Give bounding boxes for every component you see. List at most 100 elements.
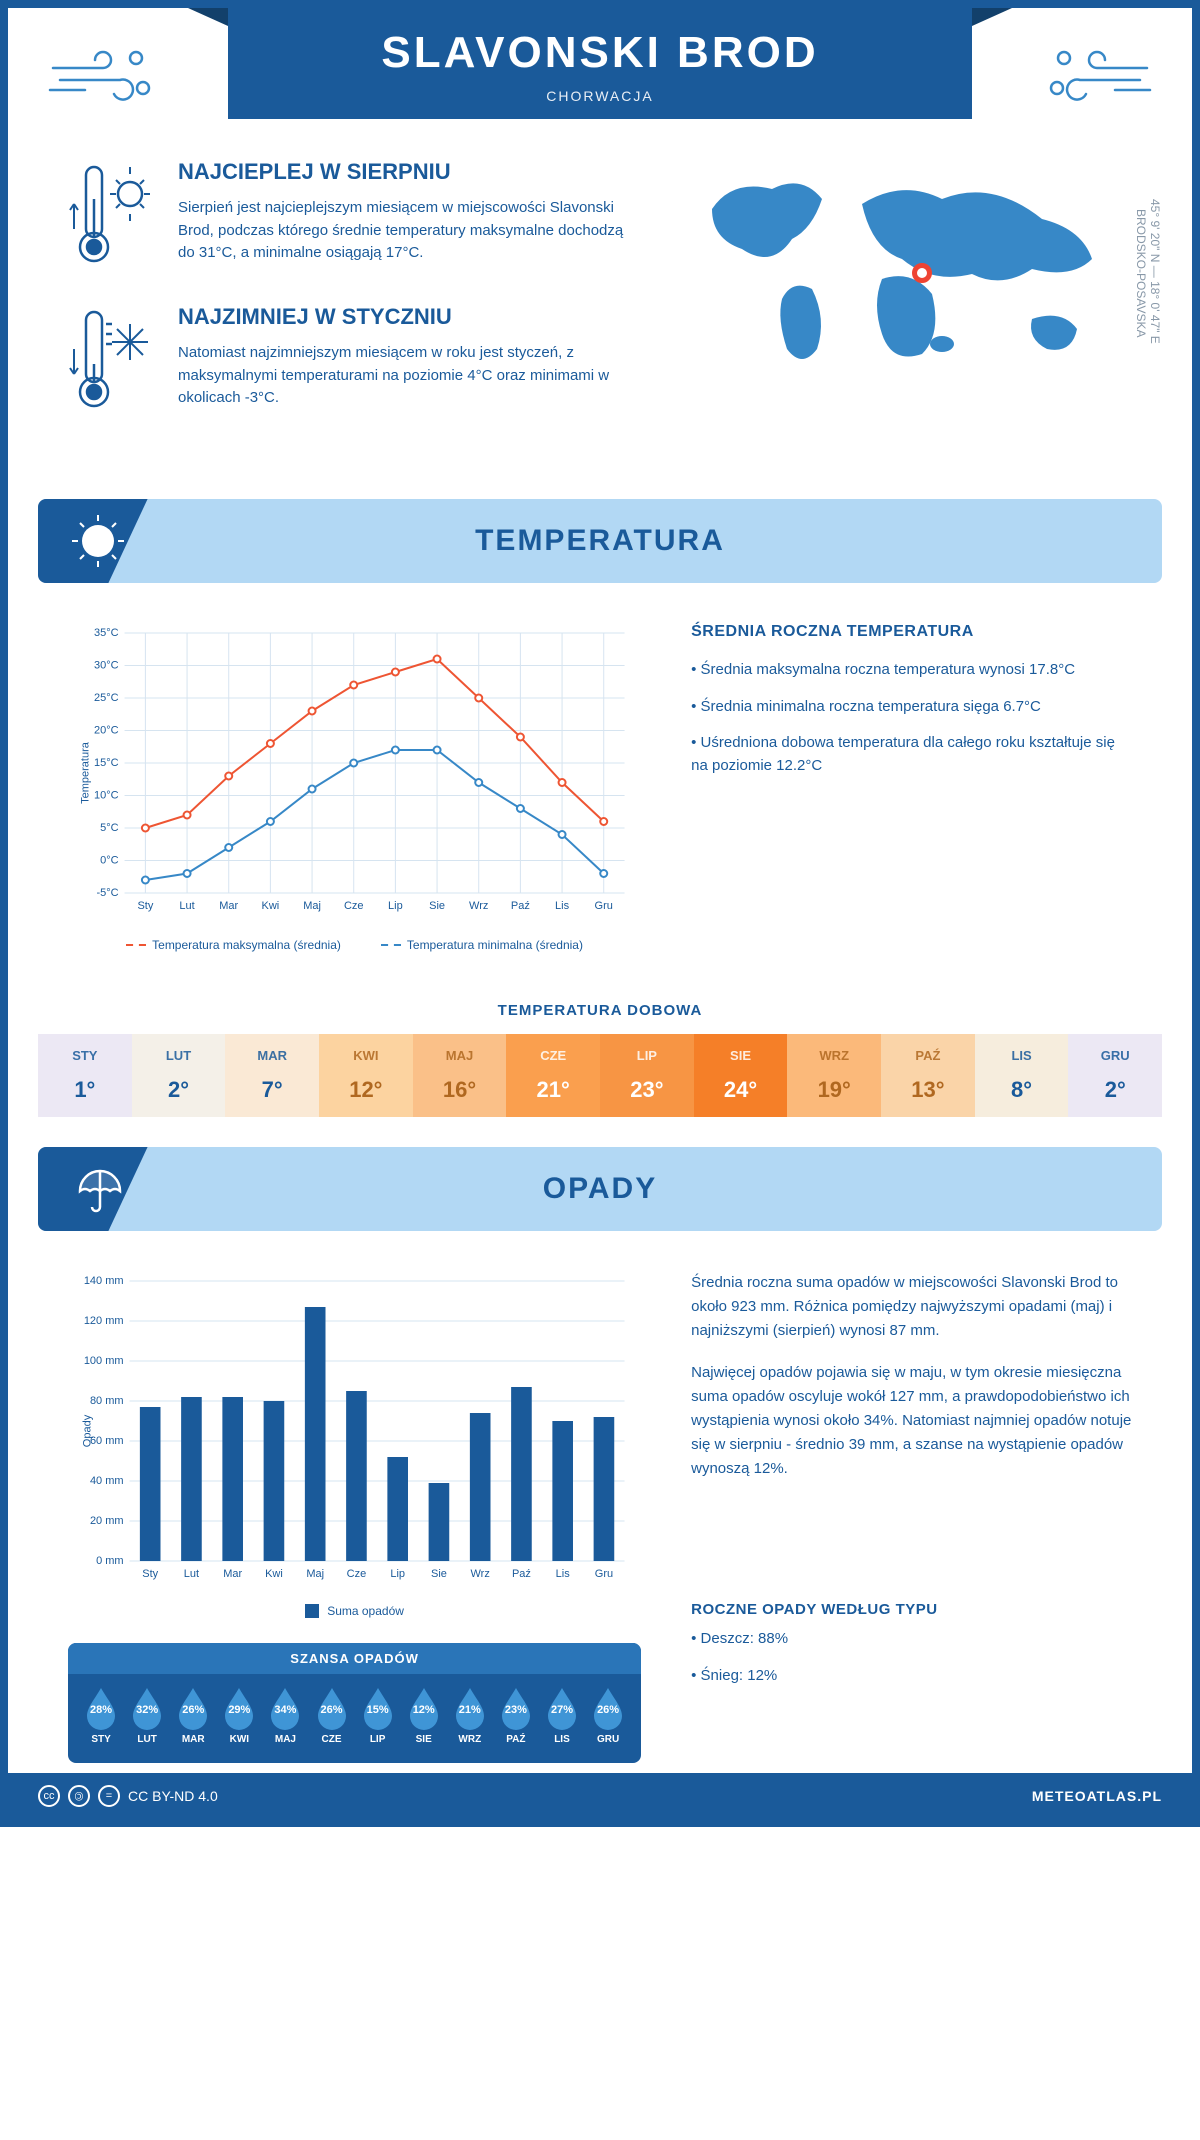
map-pin-icon bbox=[912, 263, 932, 283]
chance-drop: 34% MAJ bbox=[262, 1686, 308, 1745]
precipitation-section-header: OPADY bbox=[38, 1147, 1162, 1231]
chance-drop: 21% WRZ bbox=[447, 1686, 493, 1745]
temperature-line-chart: -5°C 0°C 5°C 10°C 15°C 20°C 25°C 30°C 35°C Sty Lut… bbox=[68, 623, 641, 952]
svg-text:Sie: Sie bbox=[431, 1568, 447, 1580]
daily-temp-cell: KWI 12° bbox=[319, 1034, 413, 1117]
world-map: 45° 9' 20" N — 18° 0' 47" E BRODSKO-POSA… bbox=[682, 159, 1132, 449]
intro-section: NAJCIEPLEJ W SIERPNIU Sierpień jest najc… bbox=[8, 119, 1192, 479]
svg-text:100 mm: 100 mm bbox=[84, 1355, 124, 1367]
daily-temp-cell: LIS 8° bbox=[975, 1034, 1069, 1117]
precipitation-text: Średnia roczna suma opadów w miejscowośc… bbox=[691, 1271, 1132, 1481]
svg-text:Sie: Sie bbox=[429, 900, 445, 912]
svg-text:Wrz: Wrz bbox=[469, 900, 488, 912]
page: SLAVONSKI BROD CHORWACJA NAJCIEPLEJ W SI… bbox=[0, 0, 1200, 1827]
chance-drop: 26% CZE bbox=[308, 1686, 354, 1745]
svg-text:0°C: 0°C bbox=[100, 855, 119, 867]
wind-icon bbox=[48, 38, 158, 120]
svg-text:Lis: Lis bbox=[555, 900, 570, 912]
svg-text:Mar: Mar bbox=[219, 900, 238, 912]
daily-temp-cell: PAŹ 13° bbox=[881, 1034, 975, 1117]
svg-text:-5°C: -5°C bbox=[96, 887, 118, 899]
svg-text:Lip: Lip bbox=[390, 1568, 405, 1580]
svg-text:20°C: 20°C bbox=[94, 725, 119, 737]
footer: cc 🄯 = CC BY-ND 4.0 METEOATLAS.PL bbox=[8, 1773, 1192, 1819]
svg-text:Gru: Gru bbox=[595, 1568, 613, 1580]
svg-text:Paź: Paź bbox=[512, 1568, 531, 1580]
svg-text:Wrz: Wrz bbox=[471, 1568, 490, 1580]
wind-icon bbox=[1042, 38, 1152, 120]
svg-text:Opady: Opady bbox=[82, 1414, 94, 1447]
chance-drop: 29% KWI bbox=[216, 1686, 262, 1745]
precipitation-chance-panel: SZANSA OPADÓW 28% STY 32% LUT 26% MAR 29… bbox=[68, 1643, 641, 1763]
annual-temp-text: ŚREDNIA ROCZNA TEMPERATURA • Średnia mak… bbox=[691, 623, 1132, 952]
chance-drop: 26% MAR bbox=[170, 1686, 216, 1745]
svg-text:10°C: 10°C bbox=[94, 790, 119, 802]
legend-min: Temperatura minimalna (średnia) bbox=[381, 938, 583, 952]
svg-text:Gru: Gru bbox=[595, 900, 613, 912]
svg-text:120 mm: 120 mm bbox=[84, 1315, 124, 1327]
daily-temp-cell: LUT 2° bbox=[132, 1034, 226, 1117]
umbrella-icon bbox=[38, 1147, 158, 1231]
svg-text:Mar: Mar bbox=[223, 1568, 242, 1580]
country-name: CHORWACJA bbox=[228, 88, 972, 104]
svg-text:Kwi: Kwi bbox=[265, 1568, 283, 1580]
svg-text:Kwi: Kwi bbox=[262, 900, 280, 912]
svg-text:0 mm: 0 mm bbox=[96, 1555, 124, 1567]
coordinates: 45° 9' 20" N — 18° 0' 47" E BRODSKO-POSA… bbox=[1134, 199, 1162, 344]
legend-max: Temperatura maksymalna (średnia) bbox=[126, 938, 341, 952]
daily-temp-cell: SIE 24° bbox=[694, 1034, 788, 1117]
svg-text:Maj: Maj bbox=[303, 900, 321, 912]
thermometer-cold-icon bbox=[68, 304, 158, 419]
coldest-text: Natomiast najzimniejszym miesiącem w rok… bbox=[178, 342, 642, 410]
svg-text:Cze: Cze bbox=[344, 900, 364, 912]
temperature-section-header: TEMPERATURA bbox=[38, 499, 1162, 583]
chance-drop: 26% GRU bbox=[585, 1686, 631, 1745]
chance-drop: 27% LIS bbox=[539, 1686, 585, 1745]
svg-text:40 mm: 40 mm bbox=[90, 1475, 124, 1487]
license: cc 🄯 = CC BY-ND 4.0 bbox=[38, 1785, 218, 1807]
daily-temp-cell: STY 1° bbox=[38, 1034, 132, 1117]
svg-text:Sty: Sty bbox=[137, 900, 153, 912]
sun-icon bbox=[38, 499, 158, 583]
svg-text:80 mm: 80 mm bbox=[90, 1395, 124, 1407]
svg-text:30°C: 30°C bbox=[94, 660, 119, 672]
warmest-title: NAJCIEPLEJ W SIERPNIU bbox=[178, 159, 642, 185]
bar-legend: Suma opadów bbox=[68, 1604, 641, 1618]
svg-text:Lut: Lut bbox=[179, 900, 194, 912]
svg-text:Temperatura: Temperatura bbox=[80, 741, 92, 804]
thermometer-hot-icon bbox=[68, 159, 158, 274]
svg-text:Lip: Lip bbox=[388, 900, 403, 912]
svg-text:Lut: Lut bbox=[184, 1568, 199, 1580]
svg-text:Lis: Lis bbox=[556, 1568, 571, 1580]
svg-text:Sty: Sty bbox=[142, 1568, 158, 1580]
chance-drop: 12% SIE bbox=[401, 1686, 447, 1745]
warmest-text: Sierpień jest najcieplejszym miesiącem w… bbox=[178, 197, 642, 265]
svg-text:Cze: Cze bbox=[347, 1568, 367, 1580]
header-banner: SLAVONSKI BROD CHORWACJA bbox=[228, 8, 972, 119]
svg-text:Paź: Paź bbox=[511, 900, 530, 912]
daily-temp-title: TEMPERATURA DOBOWA bbox=[8, 1002, 1192, 1019]
svg-text:140 mm: 140 mm bbox=[84, 1275, 124, 1287]
svg-text:25°C: 25°C bbox=[94, 692, 119, 704]
daily-temp-cell: WRZ 19° bbox=[787, 1034, 881, 1117]
city-name: SLAVONSKI BROD bbox=[228, 28, 972, 78]
svg-text:60 mm: 60 mm bbox=[90, 1435, 124, 1447]
daily-temp-cell: MAR 7° bbox=[225, 1034, 319, 1117]
daily-temp-cell: LIP 23° bbox=[600, 1034, 694, 1117]
svg-text:15°C: 15°C bbox=[94, 757, 119, 769]
chance-drop: 15% LIP bbox=[355, 1686, 401, 1745]
daily-temp-cell: CZE 21° bbox=[506, 1034, 600, 1117]
svg-text:5°C: 5°C bbox=[100, 822, 119, 834]
svg-text:Maj: Maj bbox=[306, 1568, 324, 1580]
svg-text:35°C: 35°C bbox=[94, 627, 119, 639]
chance-drop: 28% STY bbox=[78, 1686, 124, 1745]
section-title: OPADY bbox=[38, 1172, 1162, 1206]
daily-temp-cell: GRU 2° bbox=[1068, 1034, 1162, 1117]
site-name: METEOATLAS.PL bbox=[1032, 1788, 1162, 1804]
daily-temp-cell: MAJ 16° bbox=[413, 1034, 507, 1117]
svg-text:20 mm: 20 mm bbox=[90, 1515, 124, 1527]
coldest-title: NAJZIMNIEJ W STYCZNIU bbox=[178, 304, 642, 330]
chance-drop: 23% PAŹ bbox=[493, 1686, 539, 1745]
section-title: TEMPERATURA bbox=[38, 524, 1162, 558]
chance-drop: 32% LUT bbox=[124, 1686, 170, 1745]
